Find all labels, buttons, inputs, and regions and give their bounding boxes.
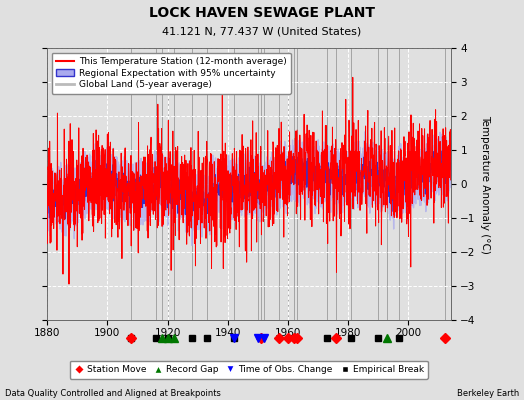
Text: LOCK HAVEN SEWAGE PLANT: LOCK HAVEN SEWAGE PLANT — [149, 6, 375, 20]
Y-axis label: Temperature Anomaly (°C): Temperature Anomaly (°C) — [479, 114, 489, 254]
Text: 41.121 N, 77.437 W (United States): 41.121 N, 77.437 W (United States) — [162, 26, 362, 36]
Legend: This Temperature Station (12-month average), Regional Expectation with 95% uncer: This Temperature Station (12-month avera… — [52, 52, 291, 94]
Text: Berkeley Earth: Berkeley Earth — [456, 389, 519, 398]
Text: Data Quality Controlled and Aligned at Breakpoints: Data Quality Controlled and Aligned at B… — [5, 389, 221, 398]
Legend: Station Move, Record Gap, Time of Obs. Change, Empirical Break: Station Move, Record Gap, Time of Obs. C… — [70, 360, 428, 378]
